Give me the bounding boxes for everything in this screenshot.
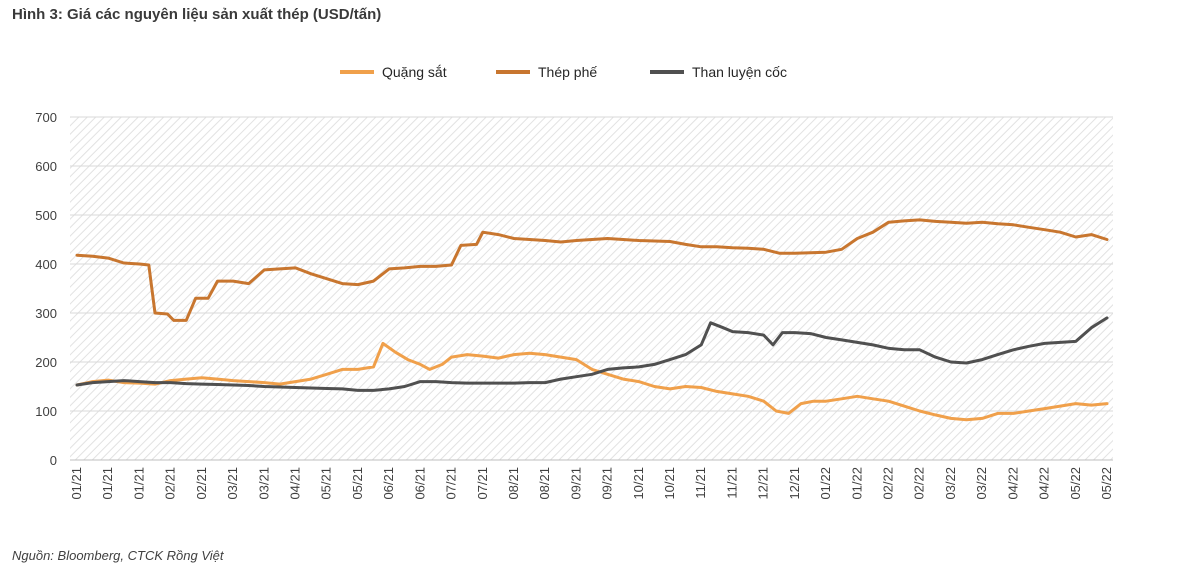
legend-item-quang-sat: Quặng sắt xyxy=(340,64,447,80)
y-tick-label-100: 100 xyxy=(35,404,57,419)
series-line-1 xyxy=(75,218,1109,322)
x-tick-label-26: 02/22 xyxy=(881,467,896,500)
y-tick-label-700: 700 xyxy=(35,110,57,125)
source-note: Nguồn: Bloomberg, CTCK Rồng Việt xyxy=(12,548,224,563)
legend-label-quang-sat: Quặng sắt xyxy=(382,64,447,80)
x-tick-label-27: 02/22 xyxy=(912,467,927,500)
x-tick-label-33: 05/22 xyxy=(1099,467,1114,500)
x-tick-label-23: 12/21 xyxy=(787,467,802,500)
x-tick-label-29: 03/22 xyxy=(974,467,989,500)
x-tick-label-25: 01/22 xyxy=(849,467,864,500)
x-tick-label-3: 02/21 xyxy=(163,467,178,500)
y-tick-label-300: 300 xyxy=(35,306,57,321)
x-tick-label-18: 10/21 xyxy=(631,467,646,500)
y-tick-label-0: 0 xyxy=(50,453,57,468)
x-tick-label-20: 11/21 xyxy=(693,467,708,499)
x-tick-label-10: 06/21 xyxy=(381,467,396,500)
x-tick-label-17: 09/21 xyxy=(600,467,615,500)
legend-swatch-than-luyen-coc xyxy=(650,70,684,74)
legend-swatch-thep-phe xyxy=(496,70,530,74)
x-tick-label-19: 10/21 xyxy=(662,467,677,500)
x-tick-label-15: 08/21 xyxy=(537,467,552,500)
x-tick-label-5: 03/21 xyxy=(225,467,240,500)
y-tick-label-500: 500 xyxy=(35,208,57,223)
x-tick-label-32: 05/22 xyxy=(1068,467,1083,500)
series-line-2 xyxy=(75,316,1109,392)
y-tick-label-400: 400 xyxy=(35,257,57,272)
legend-label-thep-phe: Thép phế xyxy=(538,64,598,80)
x-tick-label-0: 01/21 xyxy=(69,467,84,500)
plot-area xyxy=(70,117,1113,460)
x-tick-label-8: 05/21 xyxy=(319,467,334,500)
x-tick-label-9: 05/21 xyxy=(350,467,365,500)
legend-item-than-luyen-coc: Than luyện cốc xyxy=(650,64,787,80)
x-tick-label-2: 01/21 xyxy=(131,467,146,500)
legend: Quặng sắt Thép phế Than luyện cốc xyxy=(0,64,1200,88)
y-tick-label-600: 600 xyxy=(35,159,57,174)
series-line-0 xyxy=(75,341,1109,422)
x-tick-label-1: 01/21 xyxy=(100,467,115,500)
y-tick-label-200: 200 xyxy=(35,355,57,370)
x-tick-label-16: 09/21 xyxy=(568,467,583,500)
x-tick-label-22: 12/21 xyxy=(756,467,771,500)
x-tick-label-30: 04/22 xyxy=(1005,467,1020,500)
chart-title: Hình 3: Giá các nguyên liệu sản xuất thé… xyxy=(12,6,382,23)
x-tick-label-21: 11/21 xyxy=(724,467,739,499)
x-tick-label-7: 04/21 xyxy=(287,467,302,500)
legend-swatch-quang-sat xyxy=(340,70,374,74)
x-tick-label-12: 07/21 xyxy=(444,467,459,500)
legend-item-thep-phe: Thép phế xyxy=(496,64,597,80)
x-tick-label-4: 02/21 xyxy=(194,467,209,500)
x-tick-label-14: 08/21 xyxy=(506,467,521,500)
x-tick-label-28: 03/22 xyxy=(943,467,958,500)
x-tick-label-11: 06/21 xyxy=(412,467,427,500)
x-tick-label-6: 03/21 xyxy=(256,467,271,500)
x-tick-label-24: 01/22 xyxy=(818,467,833,500)
x-tick-label-13: 07/21 xyxy=(475,467,490,500)
legend-label-than-luyen-coc: Than luyện cốc xyxy=(692,64,787,80)
x-tick-label-31: 04/22 xyxy=(1037,467,1052,500)
